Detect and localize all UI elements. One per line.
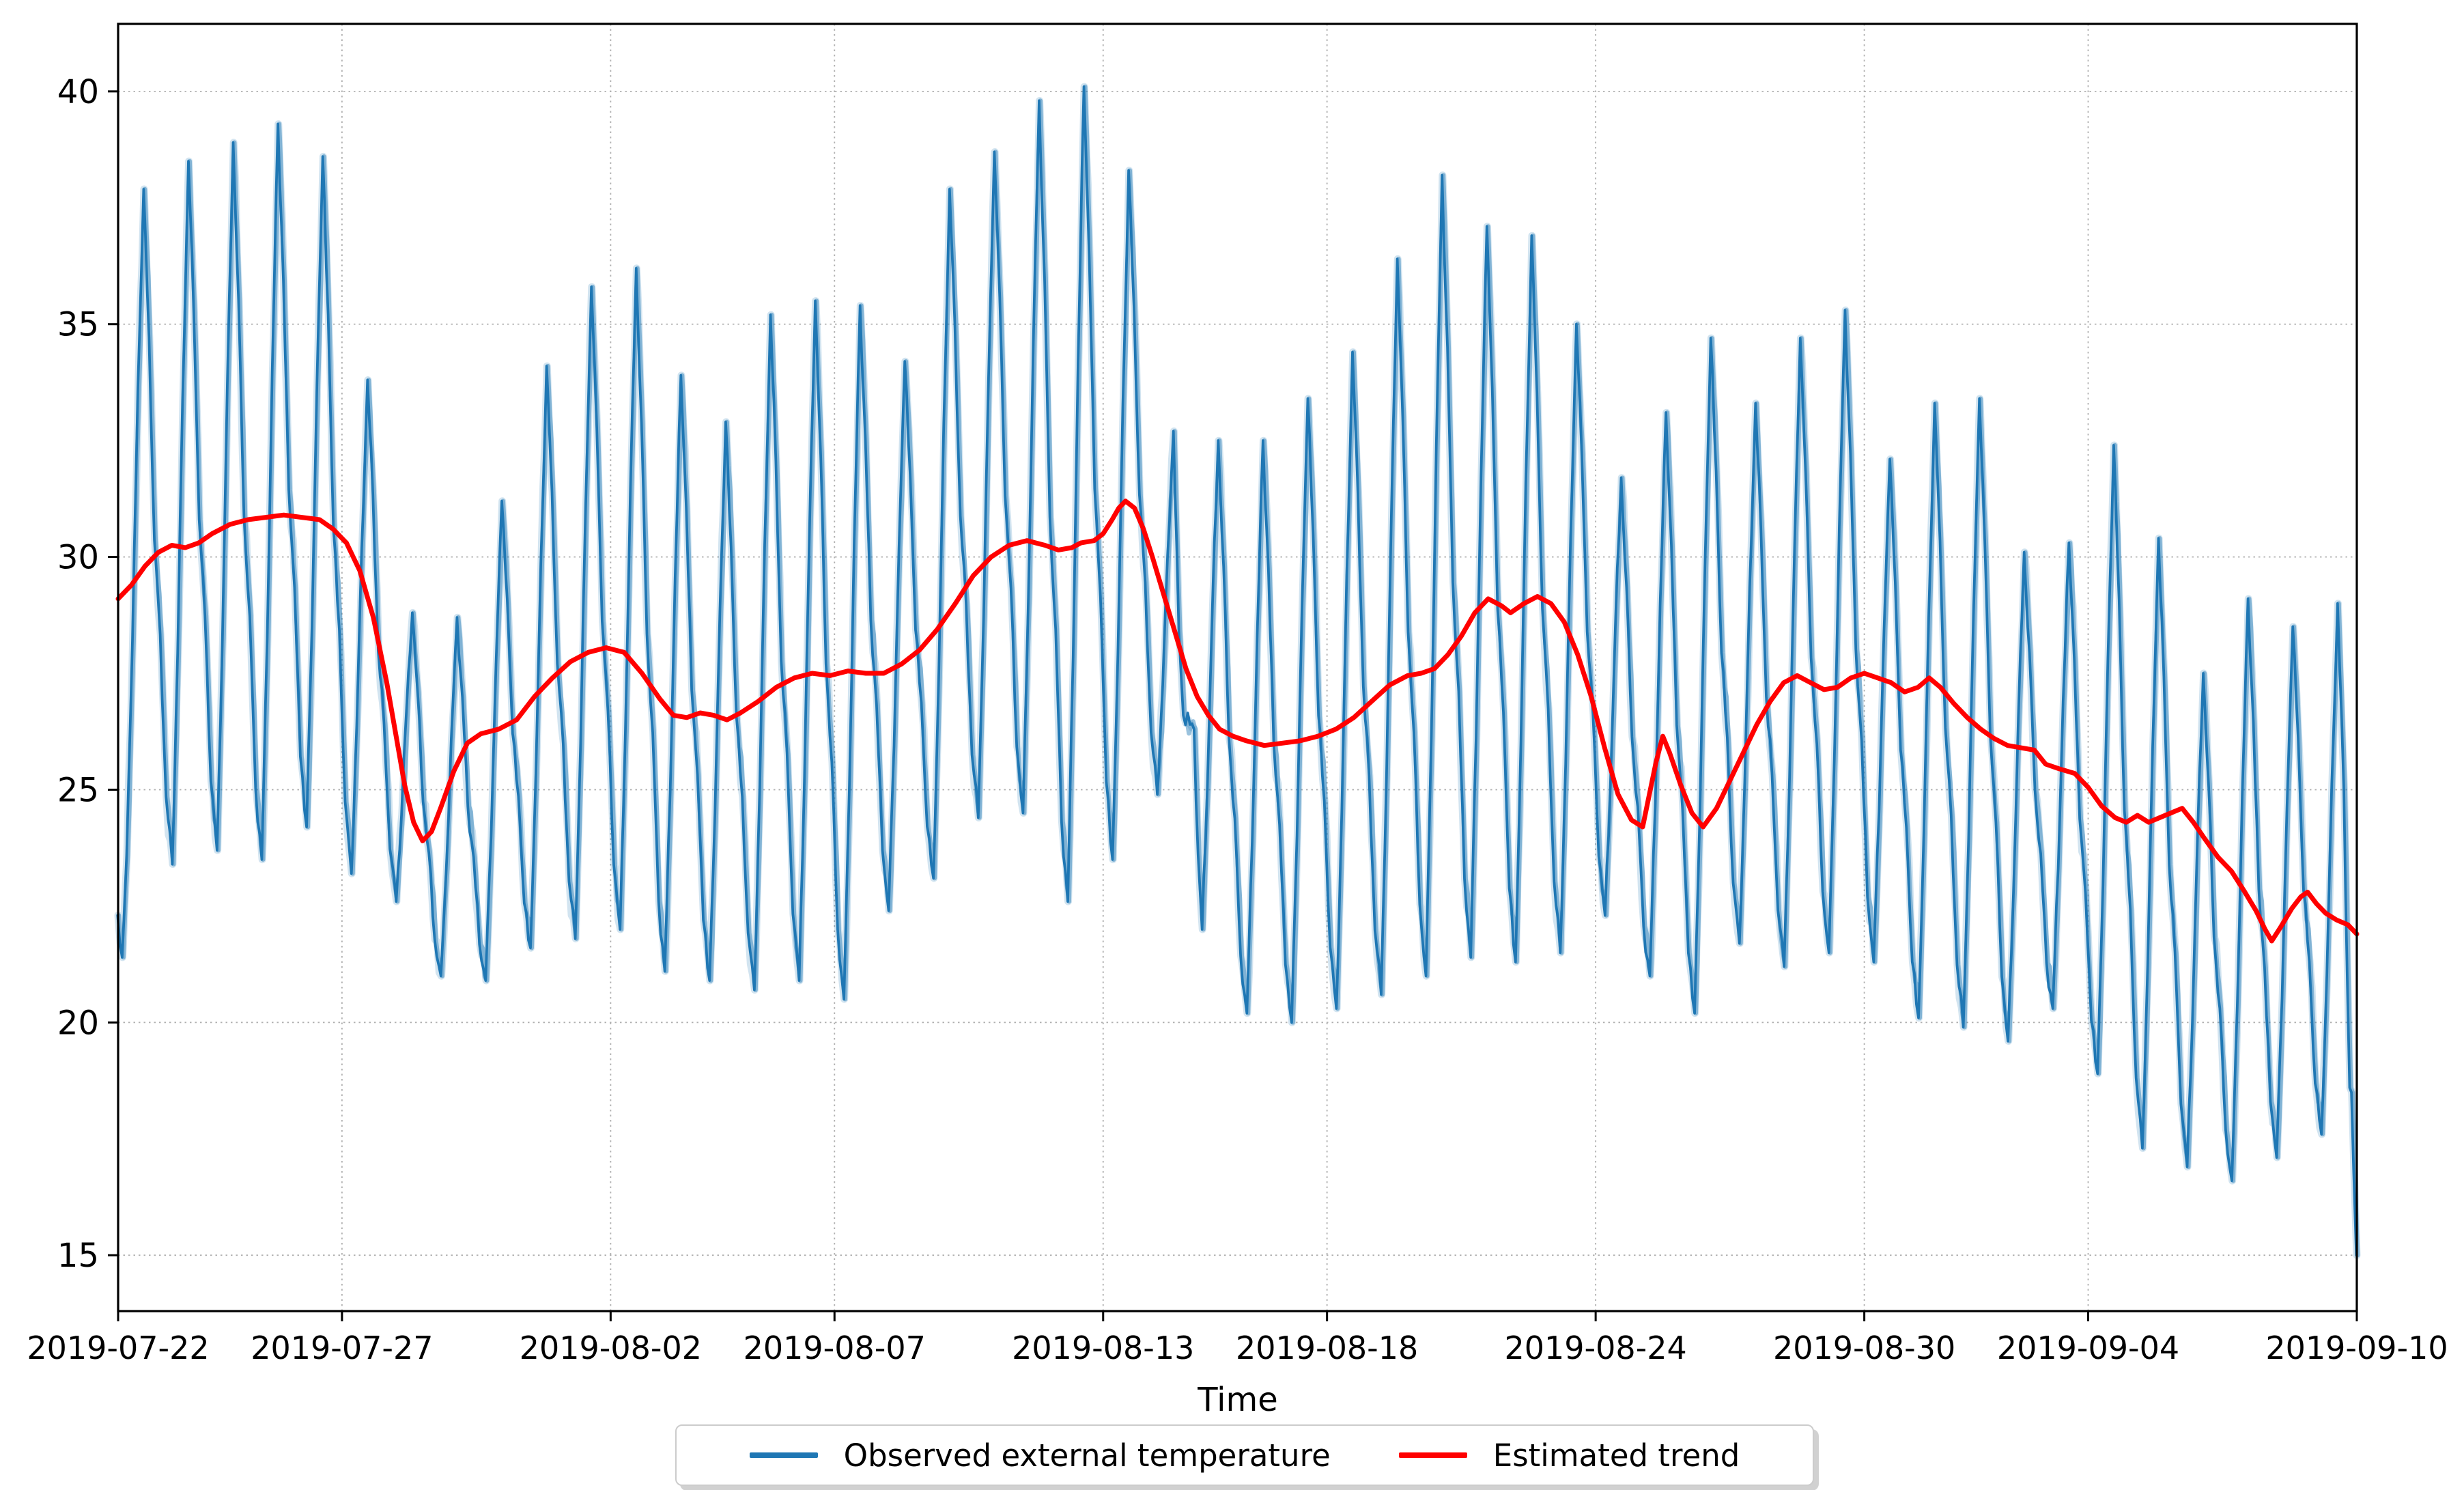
x-tick-label: 2019-07-22 <box>27 1330 209 1366</box>
axis-ticks <box>108 90 2358 1321</box>
legend-item-observed: Observed external temperature <box>749 1437 1331 1474</box>
legend-item-trend: Estimated trend <box>1398 1437 1740 1474</box>
legend: Observed external temperature Estimated … <box>675 1424 1814 1486</box>
y-tick-label: 15 <box>57 1237 99 1275</box>
observed-line-swatch <box>749 1452 818 1458</box>
plot-border <box>117 23 2358 1312</box>
trend-line <box>115 498 2360 944</box>
spines <box>117 23 2358 1312</box>
x-tick-label: 2019-08-02 <box>520 1330 702 1366</box>
x-tick-label: 2019-08-24 <box>1504 1330 1686 1366</box>
x-tick-label: 2019-09-04 <box>1997 1330 2179 1366</box>
y-tick-label: 40 <box>57 73 99 111</box>
x-tick-label: 2019-07-27 <box>251 1330 433 1366</box>
y-tick-label: 20 <box>57 1004 99 1042</box>
y-tick-label: 35 <box>57 306 99 344</box>
x-tick-label: 2019-08-30 <box>1773 1330 1955 1366</box>
y-tick-label: 30 <box>57 539 99 577</box>
estimated-trend-series <box>115 498 2360 944</box>
axis-tick-labels: 2019-07-22 2019-07-27 2019-08-02 2019-08-07… <box>27 73 2448 1366</box>
gridlines <box>117 24 2357 1311</box>
x-tick-label: 2019-08-13 <box>1012 1330 1194 1366</box>
observed-line <box>116 85 2358 1257</box>
y-tick-label: 25 <box>57 771 99 809</box>
observed-temperature-series <box>114 83 2361 1259</box>
x-tick-label: 2019-08-18 <box>1236 1330 1418 1366</box>
x-tick-label: 2019-08-07 <box>744 1330 926 1366</box>
x-tick-label: 2019-09-10 <box>2265 1330 2448 1366</box>
legend-label-trend: Estimated trend <box>1492 1437 1740 1474</box>
trend-line-swatch <box>1398 1452 1467 1458</box>
legend-label-observed: Observed external temperature <box>843 1437 1331 1474</box>
x-axis-title: Time <box>1198 1381 1278 1419</box>
